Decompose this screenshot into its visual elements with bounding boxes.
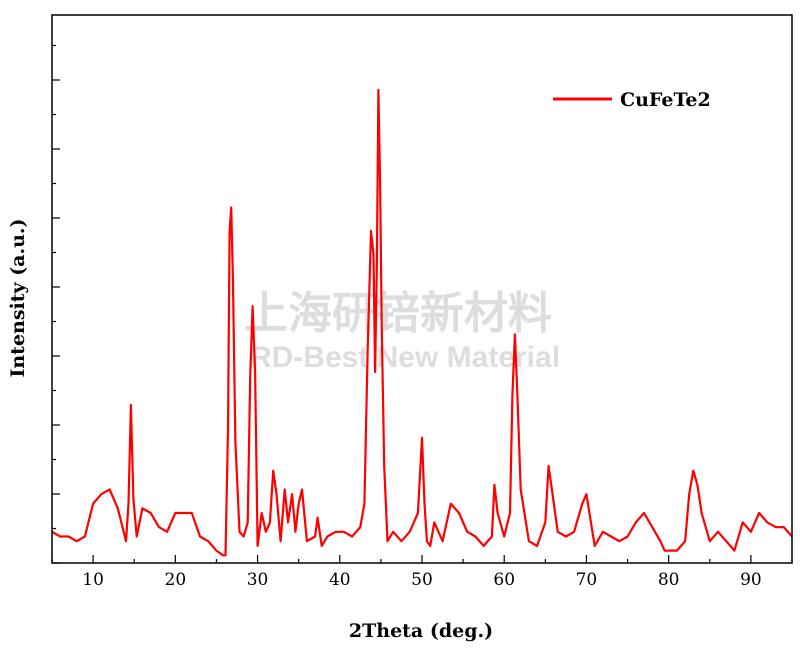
series-line-cufete2 — [51, 88, 793, 557]
watermark-en: RD-Best New Material — [250, 341, 560, 374]
watermark-cn: 上海研锫新材料 — [244, 288, 552, 339]
x-axis-label: 2Theta (deg.) — [349, 620, 493, 642]
x-axis-ticks: 10 20 30 40 50 60 70 80 90 — [51, 555, 793, 590]
y-axis-ticks — [52, 44, 60, 564]
legend: CuFeTe2 — [553, 89, 711, 111]
series-layer — [51, 88, 793, 557]
x-tick-label: 20 — [165, 570, 187, 590]
watermark: 上海研锫新材料 RD-Best New Material — [244, 288, 560, 374]
x-tick-label: 60 — [493, 570, 515, 590]
x-tick-label: 50 — [411, 570, 433, 590]
x-tick-label: 10 — [82, 570, 104, 590]
y-axis-label: Intensity (a.u.) — [7, 218, 29, 377]
x-tick-label: 40 — [329, 570, 351, 590]
x-tick-label: 90 — [740, 570, 762, 590]
x-tick-label: 70 — [576, 570, 598, 590]
x-tick-label: 80 — [658, 570, 680, 590]
x-tick-label: 30 — [247, 570, 269, 590]
legend-label: CuFeTe2 — [620, 89, 711, 111]
